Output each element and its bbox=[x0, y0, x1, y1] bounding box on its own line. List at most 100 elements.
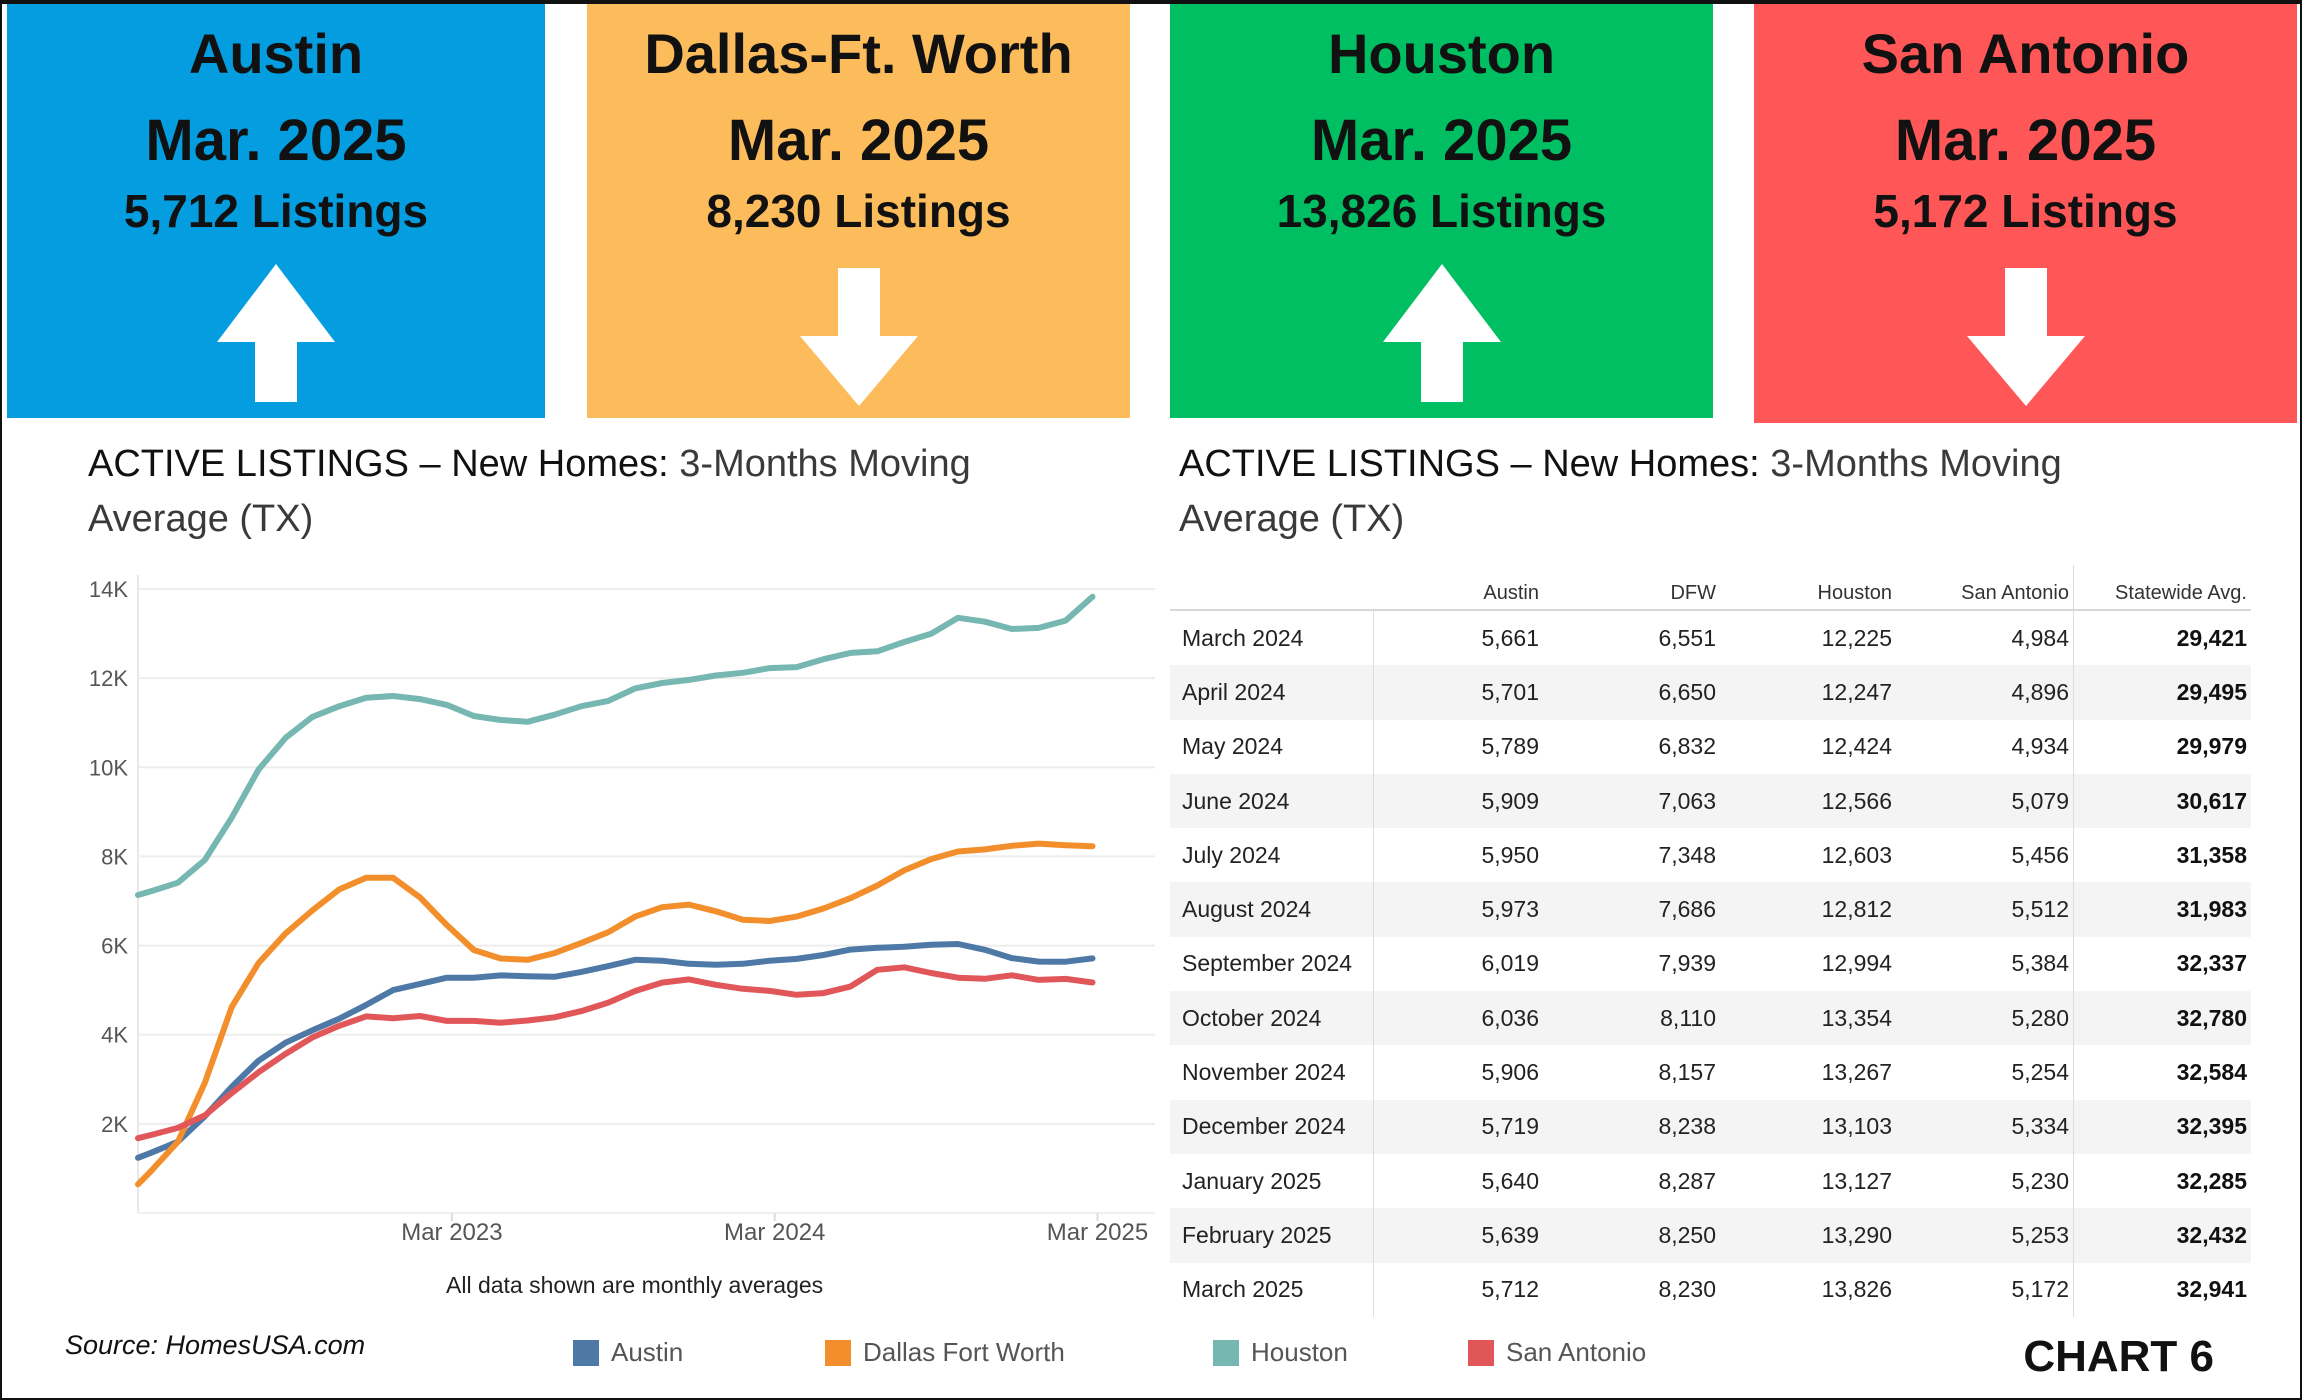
table-cell: 13,826 bbox=[1821, 1276, 1892, 1303]
box-listings: 5,712 Listings bbox=[123, 185, 429, 237]
summary-box-houston: Houston Mar. 2025 13,826 Listings bbox=[1170, 4, 1713, 418]
legend-item: San Antonio bbox=[1468, 1337, 1646, 1368]
legend-item: Houston bbox=[1213, 1337, 1348, 1368]
table-cell: 5,661 bbox=[1481, 624, 1539, 651]
table-cell: 8,250 bbox=[1543, 1208, 1720, 1263]
row-label: October 2024 bbox=[1170, 991, 1374, 1046]
table-cell: 8,230 bbox=[1658, 1276, 1716, 1303]
box-listings: 5,172 Listings bbox=[1873, 185, 2178, 237]
box-period: Mar. 2025 bbox=[727, 108, 990, 173]
table-cell: 7,939 bbox=[1658, 950, 1716, 977]
series-line-dallas-fort-worth bbox=[135, 840, 1096, 1188]
table-cell: 4,934 bbox=[2011, 733, 2069, 760]
legend-swatch bbox=[573, 1339, 599, 1366]
row-label: June 2024 bbox=[1170, 773, 1374, 829]
table-cell: 5,906 bbox=[1481, 1059, 1539, 1086]
column-header: Houston bbox=[1720, 565, 1896, 611]
table-row: July 2024 5,950 7,348 12,603 5,456 31,358 bbox=[1170, 828, 2251, 883]
y-tick-label: 10K bbox=[89, 755, 128, 780]
table-cell: 13,354 bbox=[1720, 991, 1896, 1046]
table-cell: 32,780 bbox=[2073, 991, 2251, 1046]
table-cell: 5,719 bbox=[1373, 1099, 1543, 1154]
summary-box-austin: Austin Mar. 2025 5,712 Listings bbox=[7, 4, 545, 418]
legend-label: Austin bbox=[611, 1337, 684, 1367]
table-cell: 5,512 bbox=[1896, 882, 2074, 937]
legend-swatch bbox=[825, 1339, 851, 1366]
table-cell: 8,157 bbox=[1658, 1059, 1716, 1086]
table-cell: 5,253 bbox=[1896, 1208, 2074, 1263]
table-row: August 2024 5,973 7,686 12,812 5,512 31,983 bbox=[1170, 882, 2251, 937]
table-cell: 5,950 bbox=[1481, 841, 1539, 868]
row-label: May 2024 bbox=[1170, 719, 1374, 774]
column-header: DFW bbox=[1543, 565, 1720, 611]
box-name: San Antonio bbox=[1861, 22, 2190, 85]
table-cell: 13,267 bbox=[1821, 1059, 1892, 1086]
legend-label: Dallas Fort Worth bbox=[863, 1337, 1065, 1367]
table-cell: 4,984 bbox=[2011, 624, 2069, 651]
row-label: September 2024 bbox=[1170, 936, 1374, 992]
table-cell: 6,551 bbox=[1658, 624, 1716, 651]
table-cell: 7,348 bbox=[1658, 841, 1716, 868]
y-tick-label: 6K bbox=[101, 934, 128, 959]
table-cell: 6,650 bbox=[1543, 665, 1720, 720]
table-row: October 2024 6,036 8,110 13,354 5,280 32,780 bbox=[1170, 991, 2251, 1046]
table-cell: 7,063 bbox=[1543, 773, 1720, 829]
table-cell: 6,036 bbox=[1373, 991, 1543, 1046]
title-sub: 3-Months Moving Average (TX) bbox=[1179, 443, 2062, 540]
legend-item: Austin bbox=[573, 1337, 683, 1368]
table-row: December 2024 5,719 8,238 13,103 5,334 32,395 bbox=[1170, 1099, 2251, 1154]
legend-item: Dallas Fort Worth bbox=[825, 1337, 1065, 1368]
series-line-austin bbox=[135, 941, 1096, 1161]
table-cell: 6,832 bbox=[1658, 733, 1716, 760]
table-cell: 32,584 bbox=[2073, 1045, 2251, 1100]
arrow-down-icon bbox=[799, 268, 918, 406]
table-cell: 32,285 bbox=[2073, 1153, 2251, 1209]
row-label: December 2024 bbox=[1170, 1099, 1374, 1154]
box-name: Houston bbox=[1327, 22, 1556, 85]
table-cell: 12,566 bbox=[1720, 773, 1896, 829]
box-listings: 8,230 Listings bbox=[706, 185, 1011, 237]
table-cell: 12,994 bbox=[1821, 950, 1892, 977]
row-label: August 2024 bbox=[1170, 882, 1374, 937]
table-cell: 29,495 bbox=[2073, 665, 2251, 720]
table-cell: 5,230 bbox=[2011, 1167, 2069, 1194]
row-label: November 2024 bbox=[1170, 1045, 1374, 1100]
table-cell: 32,395 bbox=[2073, 1099, 2251, 1154]
row-label: March 2025 bbox=[1170, 1262, 1374, 1317]
table-cell: 5,909 bbox=[1373, 773, 1543, 829]
table-cell: 5,384 bbox=[2011, 950, 2069, 977]
table-cell: 5,640 bbox=[1481, 1167, 1539, 1194]
table-row: January 2025 5,640 8,287 13,127 5,230 32,285 bbox=[1170, 1153, 2251, 1209]
summary-box-dallas-ft-worth: Dallas-Ft. Worth Mar. 2025 8,230 Listings bbox=[587, 4, 1130, 418]
y-tick-label: 12K bbox=[89, 666, 128, 691]
table-row: February 2025 5,639 8,250 13,290 5,253 32,432 bbox=[1170, 1208, 2251, 1263]
table-cell: 13,127 bbox=[1821, 1167, 1892, 1194]
column-header: Austin bbox=[1373, 565, 1543, 611]
legend-label: San Antonio bbox=[1506, 1337, 1647, 1367]
table-cell: 12,812 bbox=[1720, 882, 1896, 937]
table-cell: 12,424 bbox=[1821, 733, 1892, 760]
table-cell: 5,456 bbox=[2011, 841, 2069, 868]
title-main: ACTIVE LISTINGS – New Homes: bbox=[88, 443, 669, 485]
x-tick-label: Mar 2024 bbox=[724, 1219, 825, 1246]
table-cell: 13,290 bbox=[1720, 1208, 1896, 1263]
row-label: March 2024 bbox=[1170, 610, 1374, 666]
legend-label: Houston bbox=[1251, 1337, 1348, 1367]
table-cell: 12,603 bbox=[1821, 841, 1892, 868]
row-label: February 2025 bbox=[1170, 1208, 1374, 1263]
box-period: Mar. 2025 bbox=[1894, 108, 2157, 173]
table-cell: 12,247 bbox=[1720, 665, 1896, 720]
table-cell: 12,225 bbox=[1821, 624, 1892, 651]
box-period: Mar. 2025 bbox=[1310, 108, 1573, 173]
box-period: Mar. 2025 bbox=[145, 108, 407, 173]
table-cell: 5,334 bbox=[1896, 1099, 2074, 1154]
chart-number-label: CHART 6 bbox=[2023, 1332, 2214, 1381]
listings-table: Austin DFW Houston San Antonio Statewide Avg… bbox=[1170, 565, 2251, 1317]
series-line-houston bbox=[135, 593, 1096, 898]
right-table-title: ACTIVE LISTINGS – New Homes: 3-Months Mo… bbox=[1179, 437, 2179, 547]
left-chart-title: ACTIVE LISTINGS – New Homes: 3-Months Mo… bbox=[88, 437, 1088, 547]
table-row: April 2024 5,701 6,650 12,247 4,896 29,495 bbox=[1170, 665, 2251, 720]
table-row: May 2024 5,789 6,832 12,424 4,934 29,979 bbox=[1170, 719, 2251, 774]
summary-box-san-antonio: San Antonio Mar. 2025 5,172 Listings bbox=[1754, 4, 2297, 423]
